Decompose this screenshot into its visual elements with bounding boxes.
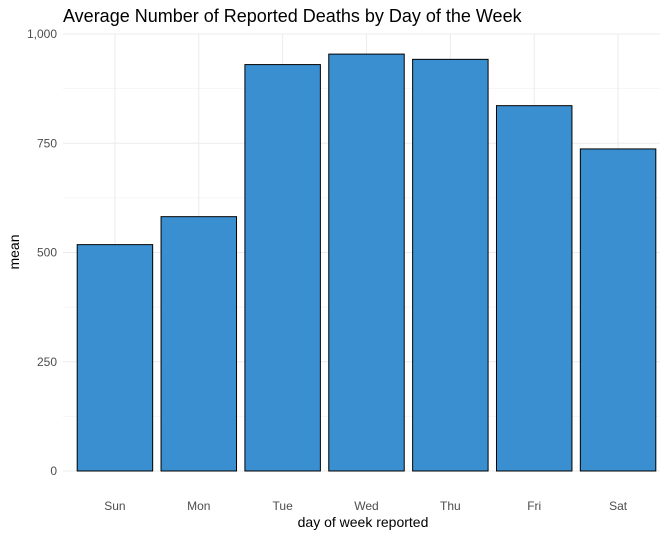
y-tick-label: 250	[37, 355, 57, 369]
bar-sat	[579, 148, 657, 472]
y-axis-ticks: 0 250 500 750 1,000	[27, 27, 57, 478]
x-tick-label: Thu	[440, 499, 461, 513]
x-tick-label: Fri	[527, 499, 541, 513]
x-axis-ticks: Sun Mon Tue Wed Thu Fri Sat	[104, 499, 627, 513]
bar-sun	[76, 244, 154, 472]
bar-wed	[328, 53, 405, 472]
bars	[76, 53, 657, 472]
x-tick-label: Mon	[187, 499, 210, 513]
bar-mon	[160, 216, 238, 472]
y-axis-title: mean	[6, 234, 22, 269]
bar-thu	[412, 58, 489, 472]
y-tick-label: 1,000	[27, 27, 57, 41]
chart-title: Average Number of Reported Deaths by Day…	[63, 6, 523, 26]
bar-fri	[495, 105, 573, 472]
x-tick-label: Sun	[104, 499, 125, 513]
bar-tue	[244, 64, 321, 472]
x-tick-label: Wed	[354, 499, 378, 513]
x-axis-title: day of week reported	[298, 514, 429, 530]
x-tick-label: Tue	[273, 499, 294, 513]
y-tick-label: 0	[50, 464, 57, 478]
y-tick-label: 750	[37, 136, 57, 150]
y-tick-label: 500	[37, 246, 57, 260]
x-tick-label: Sat	[609, 499, 628, 513]
